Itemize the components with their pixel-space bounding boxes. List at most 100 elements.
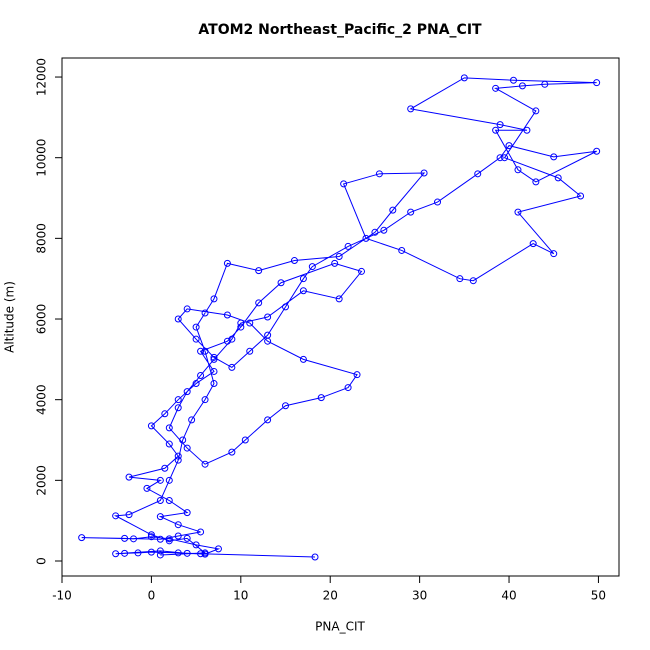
data-point — [523, 126, 531, 134]
data-point — [398, 246, 406, 254]
data-point — [192, 335, 200, 343]
data-point — [183, 509, 191, 517]
data-point — [282, 402, 290, 410]
data-point — [130, 535, 138, 543]
data-point — [237, 323, 245, 331]
data-point — [282, 303, 290, 311]
data-point — [183, 388, 191, 396]
data-point — [156, 476, 164, 484]
chart-title: ATOM2 Northeast_Pacific_2 PNA_CIT — [198, 22, 482, 38]
y-axis-label: Altitude (m) — [3, 281, 17, 353]
data-point — [469, 277, 477, 285]
x-tick-label: 20 — [323, 589, 338, 603]
y-tick-label: 2000 — [35, 465, 49, 496]
data-point — [223, 259, 231, 267]
x-tick-label: 10 — [233, 589, 248, 603]
data-point — [223, 337, 231, 345]
data-point — [183, 534, 191, 542]
x-tick-label: 30 — [412, 589, 427, 603]
data-point — [156, 513, 164, 521]
data-point — [174, 549, 182, 557]
y-tick-label: 0 — [35, 557, 49, 565]
data-point — [125, 511, 133, 519]
data-point — [380, 226, 388, 234]
data-point — [255, 299, 263, 307]
data-point — [210, 367, 218, 375]
data-line — [81, 77, 597, 558]
data-point — [223, 311, 231, 319]
data-point — [340, 180, 348, 188]
data-point — [121, 549, 129, 557]
x-tick-label: 50 — [591, 589, 606, 603]
data-point — [201, 549, 209, 557]
data-point — [492, 126, 500, 134]
data-point — [192, 380, 200, 388]
data-point — [317, 394, 325, 402]
y-tick-label: 12000 — [35, 58, 49, 96]
data-point — [121, 534, 129, 542]
data-point — [434, 198, 442, 206]
data-point — [241, 436, 249, 444]
data-point — [201, 309, 209, 317]
data-point — [554, 174, 562, 182]
data-point — [201, 396, 209, 404]
data-point — [147, 422, 155, 430]
data-point — [389, 206, 397, 214]
y-tick-label: 6000 — [35, 304, 49, 335]
data-point — [156, 547, 164, 555]
data-point — [174, 532, 182, 540]
data-point — [174, 396, 182, 404]
data-point — [308, 263, 316, 271]
data-point — [456, 275, 464, 283]
data-point — [174, 315, 182, 323]
data-point — [112, 550, 120, 558]
data-point — [510, 76, 518, 84]
data-point — [165, 476, 173, 484]
data-point — [147, 533, 155, 541]
data-point — [264, 416, 272, 424]
y-tick-label: 10000 — [35, 139, 49, 177]
data-point — [532, 178, 540, 186]
data-point — [299, 287, 307, 295]
data-point — [161, 410, 169, 418]
data-point — [192, 541, 200, 549]
data-point — [165, 537, 173, 545]
data-point — [353, 371, 361, 379]
data-point — [174, 452, 182, 460]
data-point — [371, 228, 379, 236]
data-point — [237, 319, 245, 327]
data-point — [290, 257, 298, 265]
data-point — [112, 512, 120, 520]
y-tick-label: 8000 — [35, 223, 49, 254]
data-point — [474, 170, 482, 178]
data-point — [277, 279, 285, 287]
data-point — [78, 534, 86, 542]
data-point — [311, 553, 319, 561]
data-point — [577, 192, 585, 200]
data-point — [550, 250, 558, 258]
x-tick-label: -10 — [52, 589, 72, 603]
data-point — [518, 82, 526, 90]
data-point — [514, 166, 522, 174]
data-point — [505, 142, 513, 150]
data-point — [331, 259, 339, 267]
data-point — [299, 355, 307, 363]
data-point — [460, 74, 468, 82]
y-tick-label: 4000 — [35, 384, 49, 415]
data-point — [593, 79, 601, 87]
data-point — [210, 355, 218, 363]
data-point — [156, 551, 164, 559]
data-point — [210, 380, 218, 388]
data-point — [197, 371, 205, 379]
data-point — [161, 464, 169, 472]
data-point — [420, 169, 428, 177]
data-point — [201, 347, 209, 355]
data-point — [183, 549, 191, 557]
data-point — [197, 528, 205, 536]
data-point — [147, 531, 155, 539]
data-point — [335, 253, 343, 261]
data-point — [358, 267, 366, 275]
data-point — [299, 275, 307, 283]
